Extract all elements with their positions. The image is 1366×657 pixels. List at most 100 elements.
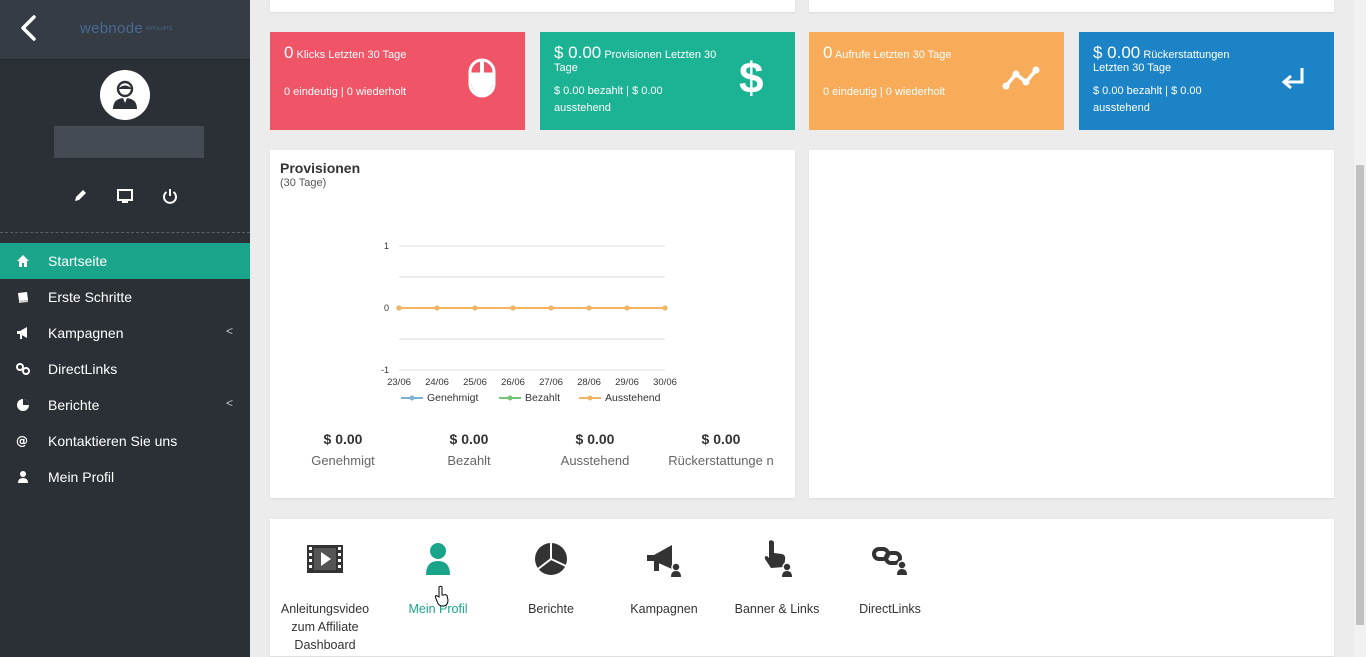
data-point (510, 305, 516, 311)
tile-rueckerstattungen[interactable]: $ 0.00 Rückerstattungen Letzten 30 Tage … (1079, 32, 1334, 130)
sidebar-item-label: Berichte (48, 397, 100, 413)
tile-aufrufe[interactable]: 0 Aufrufe Letzten 30 Tage 0 eindeutig | … (809, 32, 1064, 130)
edit-profile-button[interactable] (70, 186, 90, 206)
tile-klicks[interactable]: 0 Klicks Letzten 30 Tage 0 eindeutig | 0… (270, 32, 525, 130)
shortcut-kampagnen[interactable]: Kampagnen (609, 539, 719, 618)
data-point (662, 305, 668, 311)
pie-chart-icon (17, 399, 29, 411)
username-placeholder (54, 126, 204, 158)
sidebar-item-kampagnen[interactable]: Kampagnen < (0, 315, 250, 351)
top-card-right (809, 0, 1334, 12)
summary-ausstehend-label: Ausstehend (560, 453, 630, 468)
user-avatar-icon (113, 80, 137, 109)
link-icon (872, 547, 907, 575)
shortcut-label: DirectLinks (859, 602, 921, 616)
trend-icon (1002, 66, 1040, 90)
tile-title: $ 0.00 Rückerstattungen Letzten 30 Tage (1093, 43, 1230, 74)
empty-card (809, 150, 1334, 498)
legend-label: Ausstehend (605, 392, 661, 404)
tile-subtext: 0 eindeutig | 0 wiederholt (823, 86, 946, 98)
video-icon (307, 545, 343, 573)
sidebar-item-erste-schritte[interactable]: Erste Schritte (0, 279, 250, 315)
sidebar-divider (0, 232, 250, 233)
x-tick-label: 26/06 (501, 377, 525, 388)
sidebar-item-directlinks[interactable]: DirectLinks (0, 351, 250, 387)
data-point (396, 305, 402, 311)
data-point (472, 305, 478, 311)
sidebar-item-label: Kampagnen (48, 325, 124, 341)
summary-genehmigt-label: Genehmigt (311, 453, 375, 468)
legend-marker (409, 395, 415, 401)
data-point (434, 305, 440, 311)
back-button[interactable] (14, 12, 46, 46)
chevron-left-icon (21, 15, 36, 41)
sidebar-item-label: Kontaktieren Sie uns (48, 433, 178, 449)
dollar-icon: $ (739, 54, 764, 103)
megaphone-icon (17, 327, 27, 339)
tile-provisionen[interactable]: $ 0.00 Provisionen Letzten 30 Tage $ 0.0… (540, 32, 795, 130)
sidebar-item-label: Mein Profil (48, 469, 115, 485)
x-tick-label: 30/06 (653, 377, 677, 388)
x-tick-label: 27/06 (539, 377, 563, 388)
monitor-button[interactable] (115, 186, 135, 206)
shortcut-anleitungsvideo[interactable]: Anleitungsvideo zum Affiliate Dashboard (270, 539, 380, 654)
summary-genehmigt-value: $ 0.00 (323, 431, 363, 447)
chevron-left-icon: < (226, 324, 234, 338)
link-icon (16, 363, 30, 375)
sidebar-item-label: Erste Schritte (48, 289, 133, 305)
shortcut-label: Anleitungsvideo zum Affiliate Dashboard (280, 602, 370, 652)
user-icon (18, 471, 28, 483)
y-tick-label: -1 (381, 365, 389, 375)
svg-text:@: @ (16, 434, 28, 448)
summary-rueckerstattungen-value: $ 0.00 (701, 431, 741, 447)
user-icon (426, 543, 450, 575)
summary-bezahlt-value: $ 0.00 (449, 431, 489, 447)
shortcut-berichte[interactable]: Berichte (496, 539, 606, 618)
chart-subtitle: (30 Tage) (280, 177, 327, 189)
book-icon (18, 292, 28, 303)
x-tick-label: 28/06 (577, 377, 601, 388)
tile-title: 0 Klicks Letzten 30 Tage (284, 43, 407, 62)
mouse-icon (468, 58, 496, 98)
shortcut-label: Kampagnen (630, 602, 698, 616)
pointer-icon (764, 540, 792, 577)
power-icon (163, 189, 177, 204)
shortcut-mein-profil[interactable]: Mein Profil (383, 539, 493, 618)
x-tick-label: 25/06 (463, 377, 487, 388)
tile-subtext: $ 0.00 bezahlt | $ 0.00 ausstehend (554, 85, 663, 114)
data-point (624, 305, 630, 311)
x-tick-label: 23/06 (387, 377, 411, 388)
scrollbar-thumb[interactable] (1356, 165, 1364, 625)
home-icon (17, 255, 29, 267)
tile-subtext: 0 eindeutig | 0 wiederholt (284, 86, 407, 98)
provisionen-chart: 1 0 -1 23/06 24/06 25/06 26/06 27/06 28/06 29/06 3… (381, 241, 677, 404)
x-tick-label: 24/06 (425, 377, 449, 388)
summary-bezahlt-label: Bezahlt (447, 453, 491, 468)
sidebar-item-berichte[interactable]: Berichte < (0, 387, 250, 423)
tile-subtext: $ 0.00 bezahlt | $ 0.00 ausstehend (1093, 85, 1202, 114)
sidebar-item-mein-profil[interactable]: Mein Profil (0, 459, 250, 495)
shortcut-directlinks[interactable]: DirectLinks (835, 539, 945, 618)
chevron-left-icon: < (226, 396, 234, 410)
at-icon: @ (16, 434, 28, 448)
x-tick-label: 29/06 (615, 377, 639, 388)
data-point (548, 305, 554, 311)
sidebar-item-label: Startseite (48, 253, 108, 269)
legend-label: Bezahlt (525, 392, 560, 404)
summary-ausstehend-value: $ 0.00 (575, 431, 615, 447)
provisionen-card: Provisionen (30 Tage) 1 0 -1 23/06 24/06 25/0… (270, 150, 795, 498)
logout-button[interactable] (160, 186, 180, 206)
shortcut-banner-links[interactable]: Banner & Links (722, 539, 832, 618)
shortcut-label: Berichte (528, 602, 574, 616)
tile-title: $ 0.00 Provisionen Letzten 30 Tage (554, 43, 717, 74)
shortcuts-card: Anleitungsvideo zum Affiliate Dashboard … (270, 519, 1334, 656)
sidebar-item-label: DirectLinks (48, 361, 118, 377)
top-card-left (270, 0, 795, 12)
y-tick-label: 1 (384, 241, 389, 251)
sidebar: webnode AFFILIATE Startseite Erste Schrit… (0, 0, 250, 657)
data-point (586, 305, 592, 311)
sidebar-item-kontakt[interactable]: @ Kontaktieren Sie uns (0, 423, 250, 459)
avatar[interactable] (100, 70, 150, 120)
sidebar-item-startseite[interactable]: Startseite (0, 243, 250, 279)
sidebar-header: webnode AFFILIATE (0, 0, 250, 60)
